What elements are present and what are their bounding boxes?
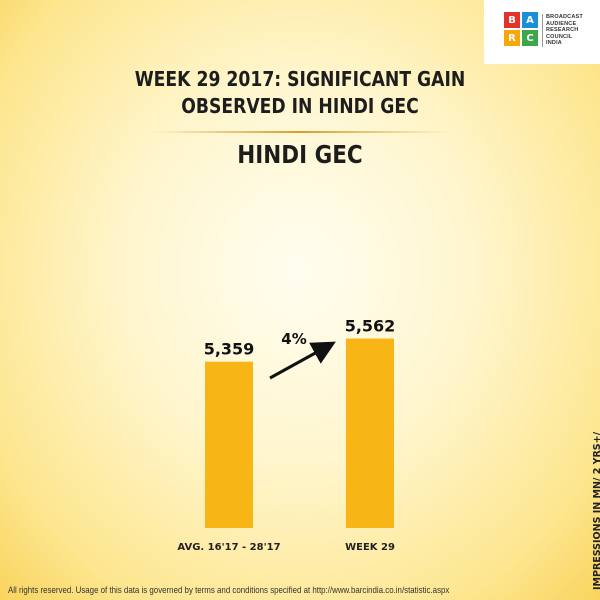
logo-text-line: COUNCIL <box>546 33 573 40</box>
chart-subtitle: HINDI GEC <box>237 140 363 169</box>
bar-value-label: 5,359 <box>204 340 255 359</box>
barc-logo-mark: B A R C <box>504 12 538 46</box>
category-label: AVG. 16'17 - 28'17 <box>177 542 280 553</box>
units-note: IMPRESSIONS IN MN/ 2 YRS+/ <box>592 431 600 590</box>
bar-2 <box>346 338 394 528</box>
change-arrow <box>269 341 336 380</box>
logo-text-line: BROADCAST <box>546 14 583 20</box>
title-divider <box>150 131 450 133</box>
logo-cell-a: A <box>522 12 538 28</box>
barc-logo: B A R C BROADCAST AUDIENCE RESEARCH COUN… <box>484 0 600 64</box>
logo-cell-b: B <box>504 12 520 28</box>
change-label: 4% <box>281 330 306 348</box>
logo-cell-r: R <box>504 30 520 46</box>
barc-logo-text: BROADCAST AUDIENCE RESEARCH COUNCIL INDI… <box>542 14 583 47</box>
bar-1 <box>205 361 253 528</box>
footer-disclaimer: All rights reserved. Usage of this data … <box>8 585 450 595</box>
logo-text-line: AUDIENCE <box>546 20 577 27</box>
page-title: WEEK 29 2017: SIGNIFICANT GAIN OBSERVED … <box>42 66 558 120</box>
logo-cell-c: C <box>522 30 538 46</box>
bar-value-label: 5,562 <box>345 317 396 336</box>
title-line-2: OBSERVED IN HINDI GEC <box>181 94 419 118</box>
logo-text-line: INDIA <box>546 40 562 47</box>
category-label: WEEK 29 <box>345 542 395 553</box>
title-line-1: WEEK 29 2017: SIGNIFICANT GAIN <box>134 67 466 91</box>
logo-text-line: RESEARCH <box>546 27 579 34</box>
